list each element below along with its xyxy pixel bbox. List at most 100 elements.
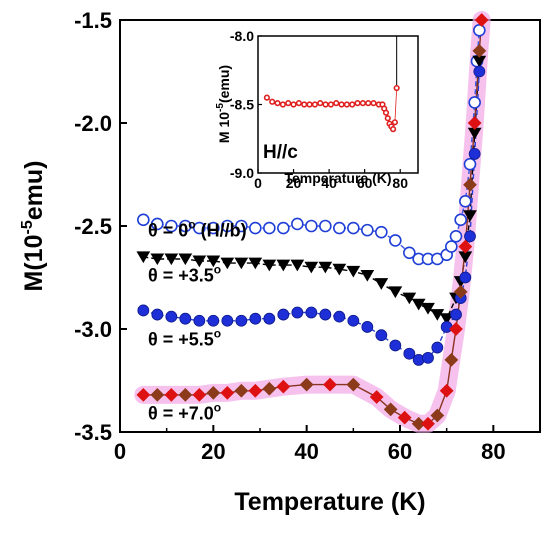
y-tick-label: -2.0 bbox=[74, 111, 112, 136]
inset-annotation: H//c bbox=[263, 142, 298, 163]
series-s1-point bbox=[318, 261, 333, 274]
series-s1-point bbox=[206, 255, 221, 268]
inset-series-point bbox=[327, 101, 334, 108]
series-s2-point bbox=[263, 312, 276, 325]
series-s2-point bbox=[375, 329, 388, 342]
series-s2-point bbox=[347, 314, 360, 327]
series-s0-point bbox=[263, 221, 276, 235]
series-s0-point bbox=[305, 219, 318, 233]
annotation-degree: o bbox=[214, 263, 221, 277]
series-s3-point bbox=[136, 388, 151, 402]
series-s3-point bbox=[430, 408, 445, 423]
annotation-degree: o bbox=[188, 217, 195, 231]
inset-axis-ticks: 0 20 40 60 80 -9.0 -8.5 -8.0 bbox=[230, 28, 408, 191]
inset-series-point bbox=[290, 101, 297, 108]
series-s2-point bbox=[464, 230, 476, 243]
series-s0-point bbox=[463, 157, 477, 171]
series-s3-point bbox=[323, 377, 337, 392]
inset-y-tick-label: -8.0 bbox=[230, 28, 254, 44]
annotation-a0: θ = 0o (H//b) bbox=[148, 217, 247, 240]
series-s1-point bbox=[430, 309, 445, 321]
series-s3-point bbox=[449, 322, 463, 336]
series-s3-point bbox=[411, 416, 426, 431]
series-s2-point bbox=[333, 310, 346, 323]
inset-series-point bbox=[391, 119, 398, 126]
series-s0-point bbox=[221, 219, 234, 233]
series-s2-point bbox=[235, 314, 248, 327]
series-s0-point bbox=[291, 217, 304, 231]
series-s3-point bbox=[458, 239, 473, 254]
series-s2-point bbox=[151, 308, 164, 321]
inset-series-point bbox=[306, 101, 313, 108]
annotation-base: θ = 0 bbox=[148, 220, 188, 240]
series-s3-point bbox=[472, 44, 487, 58]
inset-y-axis-title: M 10-5(emu) bbox=[215, 65, 232, 143]
inset-x-tick-label: 0 bbox=[254, 175, 262, 191]
series-s2-point bbox=[179, 312, 192, 325]
inset-series-point bbox=[359, 100, 366, 107]
inset-y-axis-title-unit: (emu) bbox=[216, 65, 232, 103]
series-s0-point bbox=[468, 96, 481, 109]
series-s2-point bbox=[221, 314, 234, 327]
series-s3-point bbox=[164, 388, 179, 402]
series-s1-point bbox=[360, 269, 375, 282]
series-s3-point bbox=[463, 177, 477, 192]
inset-x-tick-label: 40 bbox=[321, 175, 337, 191]
y-tick-label: -2.5 bbox=[74, 214, 112, 239]
series-s0-point bbox=[151, 217, 164, 231]
y-axis-title-unit: emu) bbox=[20, 161, 48, 221]
series-s0-point bbox=[165, 219, 178, 233]
series-s3-point bbox=[474, 13, 489, 27]
series-s2-point bbox=[450, 308, 462, 321]
series-s1-point bbox=[346, 265, 361, 278]
series-s1-point bbox=[248, 257, 263, 270]
series-s1-point bbox=[136, 251, 151, 264]
annotation-a1: θ = +3.5o bbox=[148, 263, 221, 286]
series-s3-point bbox=[220, 385, 235, 400]
annotation-a3: θ = +7.0o bbox=[148, 401, 221, 424]
series-s2-point bbox=[249, 312, 262, 325]
inset-y-axis-title-exp: -5 bbox=[215, 103, 226, 112]
series-s1-point bbox=[276, 259, 291, 272]
y-axis-title-exp: -5 bbox=[19, 220, 36, 234]
inset-series-point bbox=[390, 126, 397, 133]
series-s3-point bbox=[383, 402, 398, 417]
series-s3-point bbox=[397, 410, 412, 425]
series-s2-point bbox=[473, 65, 486, 78]
series-s0-point bbox=[473, 23, 486, 37]
series-s1-point bbox=[467, 127, 482, 140]
series-s1-point bbox=[402, 292, 417, 305]
inset-series-point bbox=[393, 84, 400, 92]
series-s3-point bbox=[206, 385, 221, 400]
series-s0-point bbox=[445, 240, 458, 253]
series-s1-point bbox=[439, 313, 454, 325]
series-s0-point bbox=[389, 234, 402, 247]
inset-series-point bbox=[343, 101, 350, 108]
series-s1-point bbox=[472, 55, 487, 68]
inset-series-point bbox=[301, 101, 308, 108]
inset-series-point bbox=[263, 94, 270, 101]
series-s3-point bbox=[178, 388, 193, 402]
series-s2-point bbox=[361, 321, 374, 333]
series-s3-point bbox=[150, 388, 165, 402]
annotation-a2: θ = +5.5o bbox=[148, 326, 221, 349]
inset-series-point bbox=[279, 101, 286, 108]
annotation-base: θ = +3.5 bbox=[148, 266, 214, 286]
series-s0-point bbox=[347, 221, 360, 235]
series-s0-point bbox=[235, 219, 248, 233]
series-s2-point bbox=[305, 306, 318, 319]
series-s1-point bbox=[150, 253, 165, 266]
series-s2-point bbox=[193, 314, 206, 327]
series-s3-point bbox=[346, 377, 361, 392]
series-s0-point bbox=[319, 219, 332, 233]
inset-series-point bbox=[322, 101, 329, 108]
series-s2-point bbox=[165, 310, 178, 323]
series-s2-point bbox=[468, 147, 481, 160]
y-tick-label: -3.0 bbox=[74, 317, 112, 342]
series-s0-point bbox=[454, 213, 467, 227]
annotation-degree: o bbox=[214, 326, 221, 340]
series-s3-point bbox=[276, 379, 291, 394]
inset-series-point bbox=[365, 100, 372, 107]
series-s0-point bbox=[137, 213, 150, 227]
